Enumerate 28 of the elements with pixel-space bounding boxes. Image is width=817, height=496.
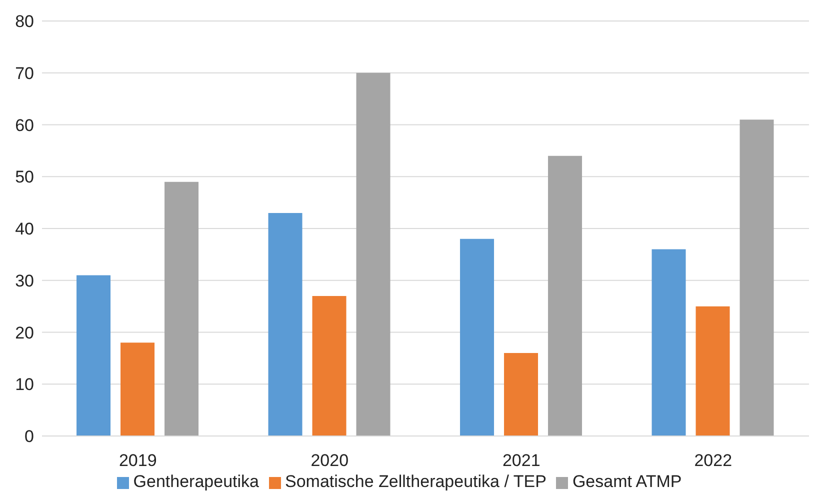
x-tick-label: 2021 xyxy=(502,451,540,470)
bar xyxy=(652,249,686,436)
bar xyxy=(120,342,155,436)
y-tick-label: 20 xyxy=(15,323,34,342)
bar xyxy=(504,353,538,436)
y-tick-label: 10 xyxy=(15,375,34,394)
x-tick-label: 2022 xyxy=(694,451,732,470)
bar xyxy=(164,182,199,436)
y-tick-label: 0 xyxy=(24,427,34,446)
y-tick-label: 80 xyxy=(15,12,34,32)
bar xyxy=(460,238,494,436)
bar xyxy=(356,72,390,436)
x-tick-label: 2019 xyxy=(118,451,157,470)
x-tick-label: 2020 xyxy=(310,451,349,470)
bar xyxy=(76,275,111,436)
y-tick-label: 70 xyxy=(15,64,34,83)
bar xyxy=(548,156,582,436)
legend-label: Gentherapeutika xyxy=(133,472,259,491)
legend-label: Gesamt ATMP xyxy=(572,472,682,491)
bar xyxy=(696,306,730,436)
y-tick-label: 60 xyxy=(15,116,34,135)
bar xyxy=(268,212,302,436)
y-tick-label: 40 xyxy=(15,220,34,239)
bar xyxy=(312,296,346,436)
bar xyxy=(740,120,774,436)
y-tick-label: 50 xyxy=(15,168,34,187)
y-tick-label: 30 xyxy=(15,271,34,290)
legend-label: Somatische Zelltherapeutika / TEP xyxy=(285,472,546,491)
